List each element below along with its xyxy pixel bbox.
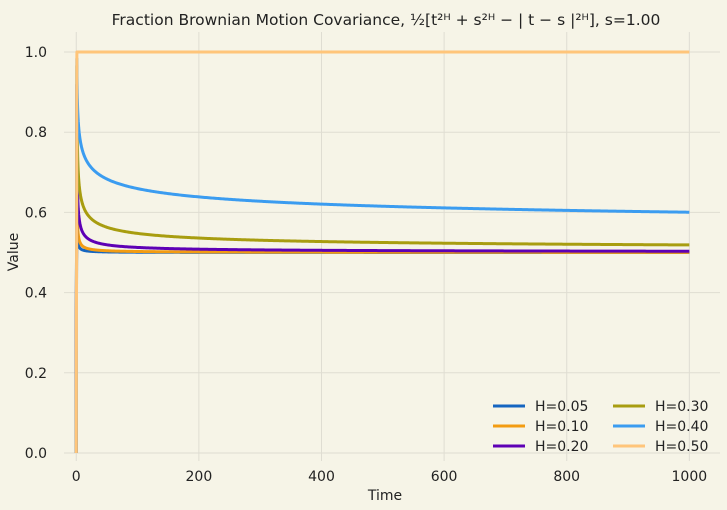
series-lines	[74, 50, 690, 453]
series-line-H=0.20	[74, 83, 690, 453]
legend-item: H=0.05	[493, 399, 588, 415]
legend-item: H=0.10	[493, 419, 588, 435]
y-axis-ticks: 0.0 0.2 0.4 0.6 0.8 1.0	[25, 45, 47, 462]
legend-label: H=0.05	[535, 399, 588, 415]
x-tick-label: 600	[431, 469, 458, 485]
legend-label: H=0.40	[655, 419, 708, 435]
legend-label: H=0.50	[655, 439, 708, 455]
series-line-H=0.50	[74, 50, 690, 453]
legend-item: H=0.30	[613, 399, 708, 415]
x-tick-label: 200	[186, 469, 213, 485]
y-tick-label: 0.2	[25, 366, 47, 382]
legend-item: H=0.20	[493, 439, 588, 455]
y-tick-label: 0.6	[25, 205, 47, 221]
y-axis-label: Value	[6, 233, 22, 271]
grid	[64, 32, 720, 461]
x-tick-label: 800	[553, 469, 580, 485]
x-axis-label: Time	[367, 488, 402, 504]
x-tick-label: 0	[72, 469, 81, 485]
series-line-H=0.40	[74, 57, 690, 453]
series-line-H=0.30	[74, 64, 690, 453]
series-line-H=0.05	[74, 177, 690, 453]
legend-label: H=0.10	[535, 419, 588, 435]
y-tick-label: 0.8	[25, 125, 47, 141]
x-axis-ticks: 0 200 400 600 800 1000	[72, 469, 707, 485]
x-tick-label: 1000	[672, 469, 708, 485]
legend: H=0.05 H=0.10 H=0.20 H=0.30 H=0.40 H=0.50	[493, 399, 708, 455]
y-tick-label: 0.0	[25, 446, 47, 462]
y-tick-label: 0.4	[25, 286, 47, 302]
legend-label: H=0.20	[535, 439, 588, 455]
x-tick-label: 400	[308, 469, 335, 485]
legend-item: H=0.40	[613, 419, 708, 435]
legend-label: H=0.30	[655, 399, 708, 415]
chart-title: Fraction Brownian Motion Covariance, ½[t…	[112, 11, 661, 29]
y-tick-label: 1.0	[25, 45, 47, 61]
legend-item: H=0.50	[613, 439, 708, 455]
